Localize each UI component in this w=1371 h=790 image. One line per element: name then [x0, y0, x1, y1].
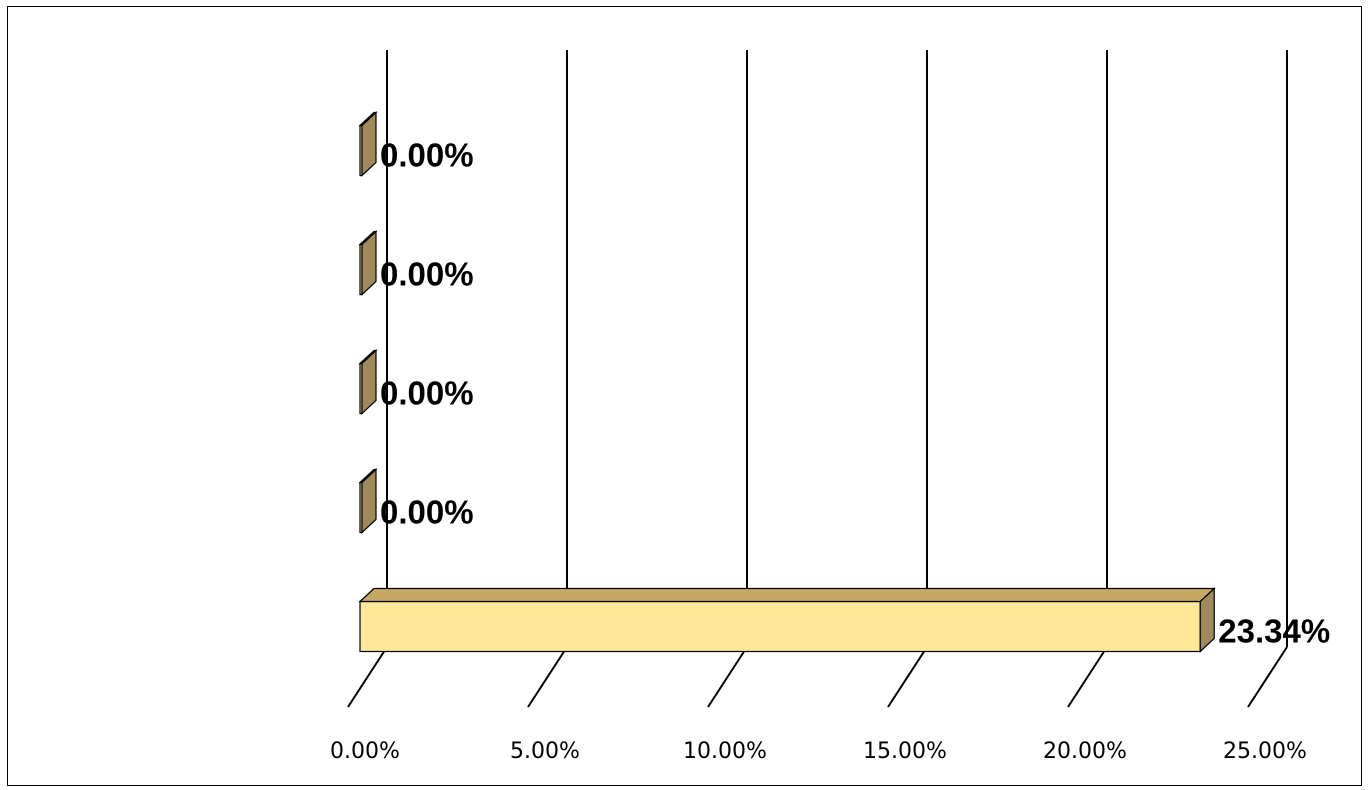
bar-corrosion — [358, 349, 378, 415]
x-tick-label: 20.00% — [1043, 739, 1127, 764]
grid-lines — [347, 50, 1288, 708]
floor-gridline — [887, 646, 928, 708]
x-tick-label: 15.00% — [863, 739, 947, 764]
bar-side — [361, 349, 377, 415]
x-tick-label: 10.00% — [683, 739, 767, 764]
bar-front — [359, 600, 1201, 653]
bar-side — [361, 230, 377, 296]
data-label: 0.00% — [380, 494, 474, 531]
floor-gridline — [707, 646, 748, 708]
bar-eflorescencia — [358, 230, 378, 296]
floor-gridline — [1247, 646, 1288, 708]
data-label: 0.00% — [380, 375, 474, 412]
x-tick-label: 5.00% — [510, 739, 580, 764]
bar-side — [361, 111, 377, 177]
bar-grieta — [358, 468, 378, 534]
bar-side — [1199, 587, 1215, 653]
x-tick-label: 0.00% — [330, 739, 400, 764]
data-labels: 23.34% 0.00% 0.00% 0.00% 0.00% — [380, 137, 1330, 650]
bar-side — [361, 468, 377, 534]
floor-gridline — [527, 646, 568, 708]
floor-gridline — [1067, 646, 1108, 708]
x-tick-label: 25.00% — [1223, 739, 1307, 764]
bar-fisura — [358, 111, 378, 177]
bars — [358, 111, 1216, 653]
data-label: 0.00% — [380, 256, 474, 293]
data-label: 23.34% — [1218, 613, 1330, 650]
x-tick-labels: 0.00% 5.00% 10.00% 15.00% 20.00% 25.00% — [330, 739, 1307, 764]
chart-frame — [7, 6, 1362, 786]
bar-top — [358, 587, 1216, 603]
bar-erosion — [358, 587, 1216, 653]
data-label: 0.00% — [380, 137, 474, 174]
floor-gridline — [347, 646, 388, 708]
